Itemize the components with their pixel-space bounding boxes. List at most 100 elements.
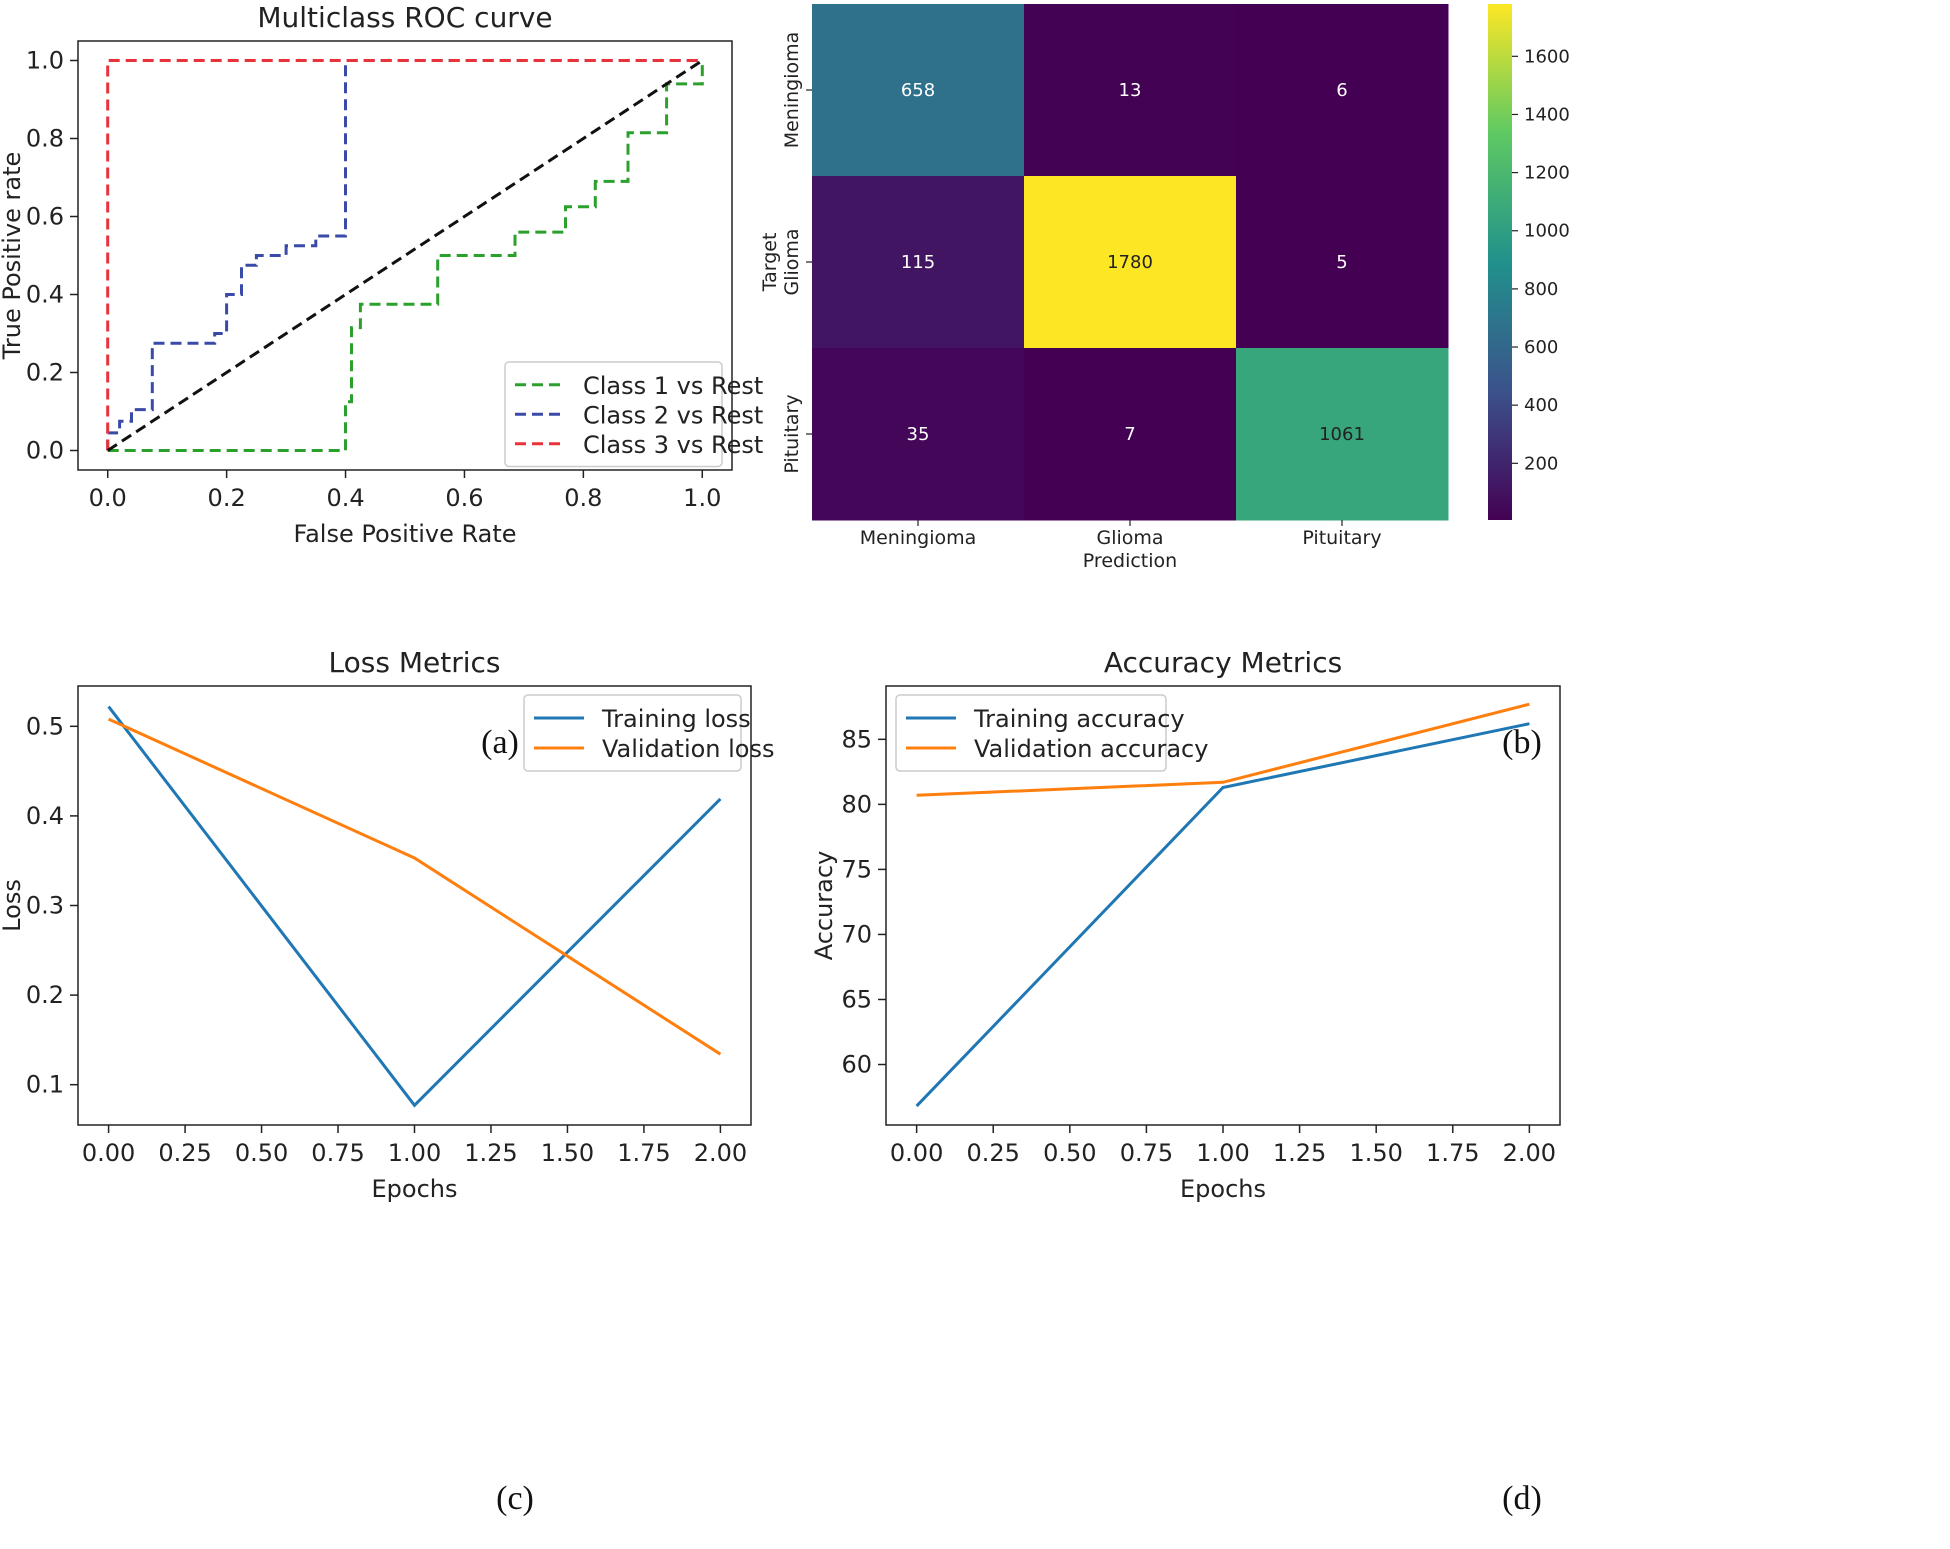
- x-tick-label: 1.75: [1426, 1139, 1479, 1167]
- x-tick-label: 0.25: [158, 1139, 211, 1167]
- loss-chart-panel: Loss Metrics 0.00 0.25 0.50 0.75 1.00 1.25 1.50…: [0, 646, 775, 1203]
- colorbar-tick-label: 1600: [1524, 46, 1570, 67]
- x-tick-label: 0.6: [445, 484, 483, 512]
- y-tick-label: 60: [841, 1051, 872, 1079]
- heatmap-cell-value: 1061: [1319, 424, 1365, 445]
- heatmap-cell: [1024, 176, 1237, 349]
- y-tick-label: 65: [841, 985, 872, 1013]
- heatmap-cell-value: 35: [907, 424, 930, 445]
- y-tick-label: 0.0: [26, 437, 64, 465]
- heatmap-cell-value: 1780: [1107, 252, 1153, 273]
- heatmap-cell-value: 658: [901, 80, 935, 101]
- y-axis-label: Accuracy: [810, 851, 838, 961]
- y-tick-label: Glioma: [781, 228, 803, 295]
- heatmap-cell: [1236, 4, 1449, 177]
- x-tick-label: 1.00: [388, 1139, 441, 1167]
- x-axis-label: Prediction: [1083, 550, 1177, 572]
- y-tick-label: Pituitary: [781, 394, 803, 473]
- x-tick-label: 1.0: [683, 484, 721, 512]
- y-tick-label: 75: [841, 855, 872, 883]
- series-group: [106, 59, 704, 452]
- confusion-matrix-panel: 658 13 6 115 1780 5 35 7 1061 Meningioma Glioma Pit…: [759, 4, 1570, 572]
- x-tick-label: 0.75: [1120, 1139, 1173, 1167]
- x-tick-label: 1.25: [1273, 1139, 1326, 1167]
- chart-title: Multiclass ROC curve: [257, 1, 552, 34]
- y-tick-label: 0.2: [26, 359, 64, 387]
- colorbar-tick-label: 600: [1524, 337, 1558, 358]
- y-tick-label: 0.3: [26, 892, 64, 920]
- legend-label: Class 3 vs Rest: [583, 431, 763, 459]
- series-line-training-loss: [107, 705, 722, 1108]
- x-tick-label: 2.00: [694, 1139, 747, 1167]
- x-tick-label: Meningioma: [860, 527, 977, 549]
- chart-title: Accuracy Metrics: [1104, 646, 1342, 679]
- heatmap-cell-value: 5: [1336, 252, 1347, 273]
- series-line-class-2-vs-rest: [106, 59, 703, 451]
- colorbar: [1488, 4, 1512, 520]
- series-line-class-3-vs-rest: [106, 59, 703, 451]
- y-axis-label: Loss: [0, 879, 26, 932]
- colorbar-tick-label: 200: [1524, 453, 1558, 474]
- legend-label: Class 1 vs Rest: [583, 372, 763, 400]
- x-tick-label: 0.25: [967, 1139, 1020, 1167]
- y-tick-label: 0.4: [26, 802, 64, 830]
- caption-b: (b): [1502, 724, 1542, 761]
- x-tick-label: 1.50: [541, 1139, 594, 1167]
- y-tick-label: 0.6: [26, 203, 64, 231]
- accuracy-chart-panel: Accuracy Metrics 0.00 0.25 0.50 0.75 1.00 1.25…: [810, 646, 1561, 1203]
- heatmap-cell-value: 13: [1119, 80, 1142, 101]
- series-group: [915, 702, 1530, 1108]
- series-line-validation-accuracy: [916, 702, 1530, 797]
- legend-label: Training accuracy: [973, 705, 1185, 733]
- series-line-training-accuracy: [915, 722, 1530, 1108]
- x-tick-label: 1.25: [464, 1139, 517, 1167]
- heatmap-cell-value: 115: [901, 252, 935, 273]
- y-tick-label: 80: [841, 790, 872, 818]
- x-axis-label: False Positive Rate: [293, 520, 516, 548]
- x-tick-label: 0.0: [89, 484, 127, 512]
- caption-d: (d): [1502, 1480, 1542, 1517]
- heatmap-cell: [1024, 348, 1237, 521]
- y-tick-label: 1.0: [26, 47, 64, 75]
- legend-box: [504, 361, 723, 468]
- y-axis-label: True Positive rate: [0, 152, 26, 361]
- legend-label: Training loss: [601, 705, 751, 733]
- x-axis-label: Epochs: [372, 1175, 458, 1203]
- heatmap-cell: [812, 348, 1025, 521]
- legend-box: [895, 694, 1167, 772]
- heatmap-cell: [812, 4, 1025, 177]
- x-tick-label: 0.00: [82, 1139, 135, 1167]
- colorbar-tick-label: 1200: [1524, 163, 1570, 184]
- x-tick-label: 0.2: [208, 484, 246, 512]
- x-tick-label: 0.4: [326, 484, 364, 512]
- caption-c: (c): [496, 1480, 534, 1517]
- colorbar-tick-label: 400: [1524, 395, 1558, 416]
- roc-chart-panel: Multiclass ROC curve 0.0 0.2 0.4 0.6 0.8 1.0 0.…: [0, 1, 763, 548]
- series-line-validation-loss: [107, 717, 722, 1056]
- x-tick-label: 0.75: [311, 1139, 364, 1167]
- x-tick-label: 0.50: [235, 1139, 288, 1167]
- x-tick-label: Glioma: [1096, 527, 1163, 549]
- y-tick-label: Meningioma: [781, 32, 803, 149]
- heatmap-cell: [1236, 348, 1449, 521]
- y-tick-label: 0.2: [26, 981, 64, 1009]
- heatmap-cell: [1236, 176, 1449, 349]
- heatmap-cell-value: 6: [1336, 80, 1347, 101]
- plot-frame: [77, 40, 733, 471]
- y-tick-label: 70: [841, 920, 872, 948]
- y-axis-label: Target: [759, 233, 781, 293]
- x-axis-label: Epochs: [1180, 1175, 1266, 1203]
- x-tick-label: 0.8: [564, 484, 602, 512]
- y-tick-label: 0.5: [26, 712, 64, 740]
- series-group: [107, 705, 722, 1108]
- heatmap-cell: [812, 176, 1025, 349]
- x-tick-label: 1.50: [1349, 1139, 1402, 1167]
- plot-frame: [885, 685, 1561, 1126]
- x-tick-label: 2.00: [1503, 1139, 1556, 1167]
- x-tick-label: 1.00: [1196, 1139, 1249, 1167]
- heatmap-cell-value: 7: [1124, 424, 1135, 445]
- y-tick-label: 85: [841, 725, 872, 753]
- legend-label: Class 2 vs Rest: [583, 401, 763, 429]
- y-tick-label: 0.1: [26, 1071, 64, 1099]
- y-tick-label: 0.8: [26, 125, 64, 153]
